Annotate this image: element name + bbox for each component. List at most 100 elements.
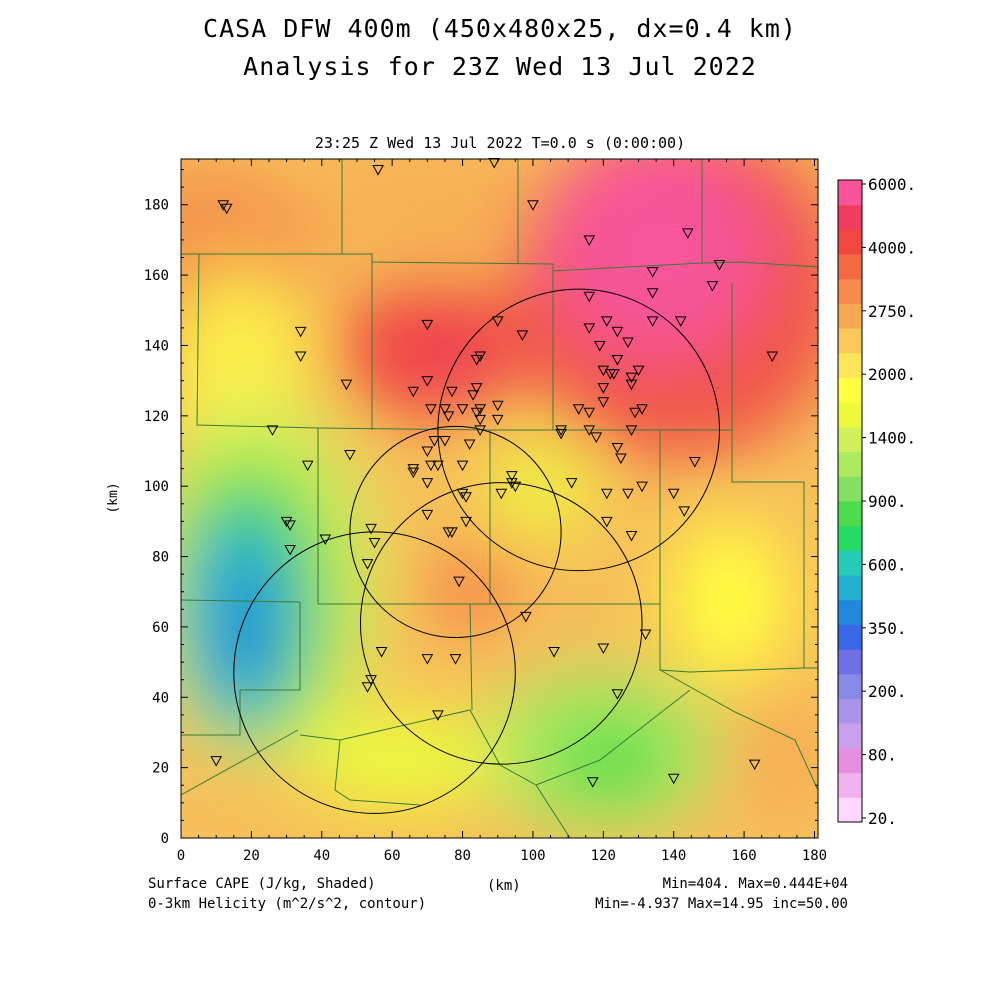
colorbar-label: 600. <box>868 555 907 574</box>
station-marker <box>220 203 233 215</box>
station-marker <box>456 404 469 415</box>
station-marker <box>491 414 504 426</box>
station-marker <box>583 291 596 303</box>
colorbar-swatch <box>838 328 862 354</box>
y-tick-label: 140 <box>144 338 169 354</box>
colorbar-swatch <box>838 673 862 700</box>
colorbar-swatch <box>838 797 862 823</box>
station-marker <box>583 407 596 419</box>
station-marker <box>449 654 462 665</box>
station-marker <box>467 390 479 401</box>
footer-contour-range: Min=-4.937 Max=14.95 inc=50.00 <box>595 896 848 912</box>
colorbar-swatch <box>838 402 862 428</box>
footer-contour-label: 0-3km Helicity (m^2/s^2, contour) <box>148 896 427 912</box>
y-tick-label: 0 <box>161 831 169 847</box>
station-marker <box>460 492 472 503</box>
station-marker <box>593 340 606 352</box>
station-marker <box>456 460 469 472</box>
station-marker <box>583 323 596 334</box>
cape-shading <box>181 159 818 838</box>
station-marker <box>432 710 444 721</box>
colorbar-swatch <box>838 451 862 477</box>
station-marker <box>368 537 381 549</box>
y-tick-label: 80 <box>152 550 169 566</box>
x-tick-label: 160 <box>731 848 756 864</box>
station-marker <box>632 365 645 377</box>
station-marker <box>639 629 652 640</box>
station-marker <box>611 689 624 700</box>
station-marker <box>294 326 307 338</box>
station-marker <box>470 383 483 394</box>
colorbar-swatch <box>838 698 862 724</box>
station-marker <box>527 200 539 211</box>
colorbar-swatch <box>838 624 862 650</box>
station-marker <box>340 379 353 391</box>
station-marker <box>460 516 472 528</box>
station-marker <box>600 516 613 528</box>
colorbar-label: 6000. <box>868 175 916 194</box>
station-marker <box>432 460 444 472</box>
station-marker <box>615 453 627 465</box>
station-marker <box>509 481 522 493</box>
x-tick-label: 100 <box>520 848 545 864</box>
station-marker <box>361 682 374 693</box>
station-marker <box>425 460 437 472</box>
valid-time-label: 23:25 Z Wed 13 Jul 2022 T=0.0 s (0:00:00… <box>314 134 686 152</box>
station-marker <box>470 355 483 366</box>
station-marker <box>608 369 620 380</box>
station-marker <box>629 407 641 419</box>
station-marker <box>407 467 420 479</box>
station-marker <box>284 520 296 531</box>
colorbar-swatch <box>838 723 862 749</box>
colorbar-label: 200. <box>868 682 907 701</box>
station-markers <box>210 158 779 788</box>
station-marker <box>217 200 230 211</box>
station-marker <box>495 488 508 500</box>
station-marker <box>611 442 624 454</box>
y-tick-label: 20 <box>152 761 169 777</box>
colorbar-label: 900. <box>868 492 907 511</box>
colorbar-swatch <box>838 649 862 675</box>
station-marker <box>636 481 648 493</box>
station-marker <box>407 386 420 398</box>
station-marker <box>646 316 659 327</box>
station-marker <box>442 411 455 422</box>
station-marker <box>456 488 469 500</box>
y-tick-label: 40 <box>152 690 169 706</box>
station-marker <box>622 337 634 348</box>
station-marker <box>421 446 434 458</box>
station-marker <box>681 228 694 239</box>
plot-frame <box>180 158 819 839</box>
station-marker <box>597 397 610 408</box>
station-marker <box>344 450 356 461</box>
station-marker <box>555 425 567 436</box>
footer-field-label: Surface CAPE (J/kg, Shaded) <box>148 876 376 892</box>
x-tick-label: 20 <box>243 848 260 864</box>
figure-title-line2: Analysis for 23Z Wed 13 Jul 2022 <box>243 52 757 81</box>
station-marker <box>266 425 279 436</box>
station-marker <box>470 407 483 419</box>
colorbar-label: 80. <box>868 746 897 765</box>
colorbar-label: 4000. <box>868 238 916 257</box>
station-marker <box>622 488 634 500</box>
colorbar-label: 350. <box>868 619 907 638</box>
colorbar-swatch <box>838 204 862 230</box>
station-marker <box>421 478 434 489</box>
y-tick-label: 100 <box>144 479 169 495</box>
station-marker <box>407 464 420 475</box>
station-marker <box>548 647 560 658</box>
y-tick-label: 180 <box>144 198 169 214</box>
station-marker <box>565 478 578 489</box>
station-marker <box>446 386 458 398</box>
colorbar-swatch <box>838 180 862 206</box>
x-tick-label: 40 <box>313 848 330 864</box>
station-marker <box>474 414 486 426</box>
figure-title-line1: CASA DFW 400m (450x480x25, dx=0.4 km) <box>203 14 797 43</box>
station-marker <box>491 400 504 412</box>
station-marker <box>439 404 451 415</box>
colorbar-swatch <box>838 377 862 403</box>
station-marker <box>611 355 624 366</box>
station-marker <box>766 351 779 363</box>
y-axis-label: (km) <box>106 482 121 513</box>
